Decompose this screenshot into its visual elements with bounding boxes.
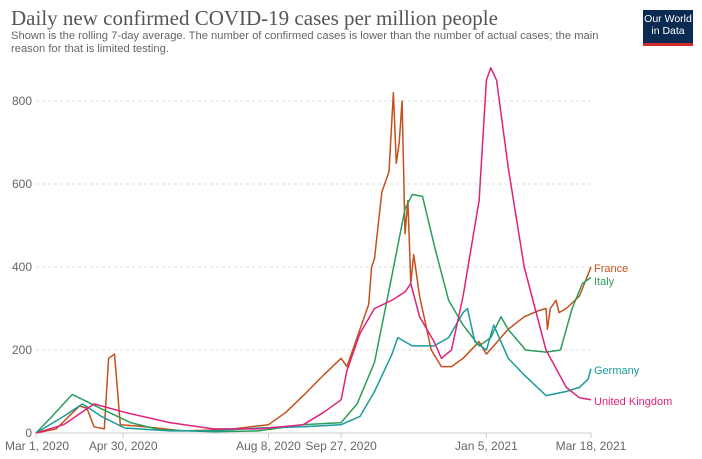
x-tick-label: Aug 8, 2020 [236,439,301,453]
series-line-germany [35,307,592,434]
x-tick-label: Mar 18, 2021 [556,439,627,453]
y-tick-label: 0 [25,426,32,440]
series-line-italy [35,193,592,434]
x-tick-label: Jan 5, 2021 [455,439,518,453]
logo-line2: in Data [651,25,685,37]
series-line-france [35,91,592,434]
y-tick-label: 800 [12,94,32,108]
x-tick-label: Sep 27, 2020 [305,439,377,453]
series-label-germany: Germany [594,365,640,377]
logo-line1: Our World [644,13,692,25]
y-tick-label: 600 [12,177,32,191]
series-label-france: France [594,263,628,275]
y-tick-label: 200 [12,343,32,357]
chart-title: Daily new confirmed COVID-19 cases per m… [11,6,498,30]
x-tick-label: Apr 30, 2020 [89,439,158,453]
x-tick-label: Mar 1, 2020 [5,439,69,453]
series-line-united-kingdom [35,67,592,434]
chart-subtitle: Shown is the rolling 7-day average. The … [11,30,599,55]
owid-logo[interactable]: Our World in Data [643,10,693,46]
series-label-italy: Italy [594,276,615,288]
y-tick-label: 400 [12,260,32,274]
series-label-united-kingdom: United Kingdom [594,396,672,408]
